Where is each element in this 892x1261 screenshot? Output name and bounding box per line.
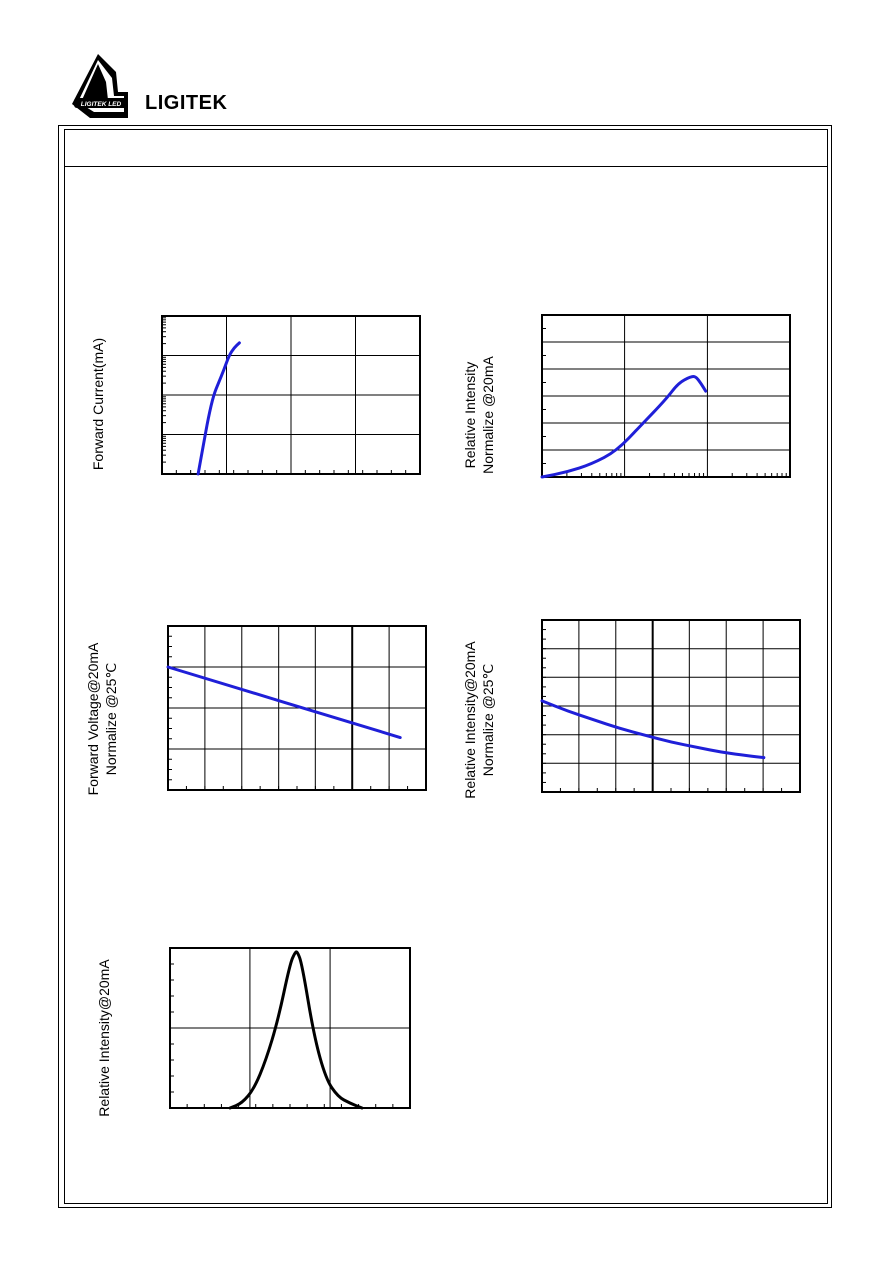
chart1-ylabel: Forward Current(mA) <box>89 314 107 494</box>
chart4-ylabel: Relative Intensity@20mA Normalize @25℃ <box>461 630 497 810</box>
plot-area <box>161 315 421 476</box>
page-frame-outer <box>58 125 832 1208</box>
brand-name: LIGITEK <box>145 92 228 114</box>
logo-text: LIGITEK LED <box>81 101 122 108</box>
ligitek-logo: LIGITEK LED <box>72 54 128 118</box>
plot-area <box>166 625 427 791</box>
chart3-ylabel: Forward Voltage@20mA Normalize @25℃ <box>84 629 120 809</box>
chart-spectrum <box>169 947 411 1110</box>
chart-forward-voltage-temp <box>166 625 427 791</box>
chart4-ylabel-line1: Relative Intensity@20mA <box>462 641 478 799</box>
chart-forward-current <box>161 315 421 476</box>
series-line <box>166 665 402 740</box>
plot-area <box>169 947 411 1110</box>
chart-relative-intensity-current <box>540 314 791 479</box>
series-line <box>540 375 708 479</box>
plot-area <box>540 314 791 479</box>
chart3-ylabel-line1: Forward Voltage@20mA <box>85 642 101 796</box>
series-line <box>540 699 766 760</box>
series-line <box>228 950 364 1110</box>
chart3-ylabel-line2: Normalize @25℃ <box>103 662 119 776</box>
plot-area <box>540 619 801 793</box>
series-line <box>196 341 241 476</box>
page-frame-inner <box>64 129 828 1204</box>
chart2-ylabel-line1: Relative Intensity <box>462 361 478 469</box>
chart-relative-intensity-temp <box>540 619 801 793</box>
chart2-ylabel: Relative Intensity Normalize @20mA <box>461 325 497 505</box>
chart4-ylabel-line2: Normalize @25℃ <box>480 663 496 777</box>
chart5-ylabel-line1: Relative Intensity@20mA <box>96 959 112 1117</box>
chart1-ylabel-line1: Forward Current(mA) <box>90 337 106 471</box>
chart2-ylabel-line2: Normalize @20mA <box>480 356 496 474</box>
header-divider <box>64 166 828 167</box>
chart5-ylabel: Relative Intensity@20mA <box>95 948 113 1128</box>
